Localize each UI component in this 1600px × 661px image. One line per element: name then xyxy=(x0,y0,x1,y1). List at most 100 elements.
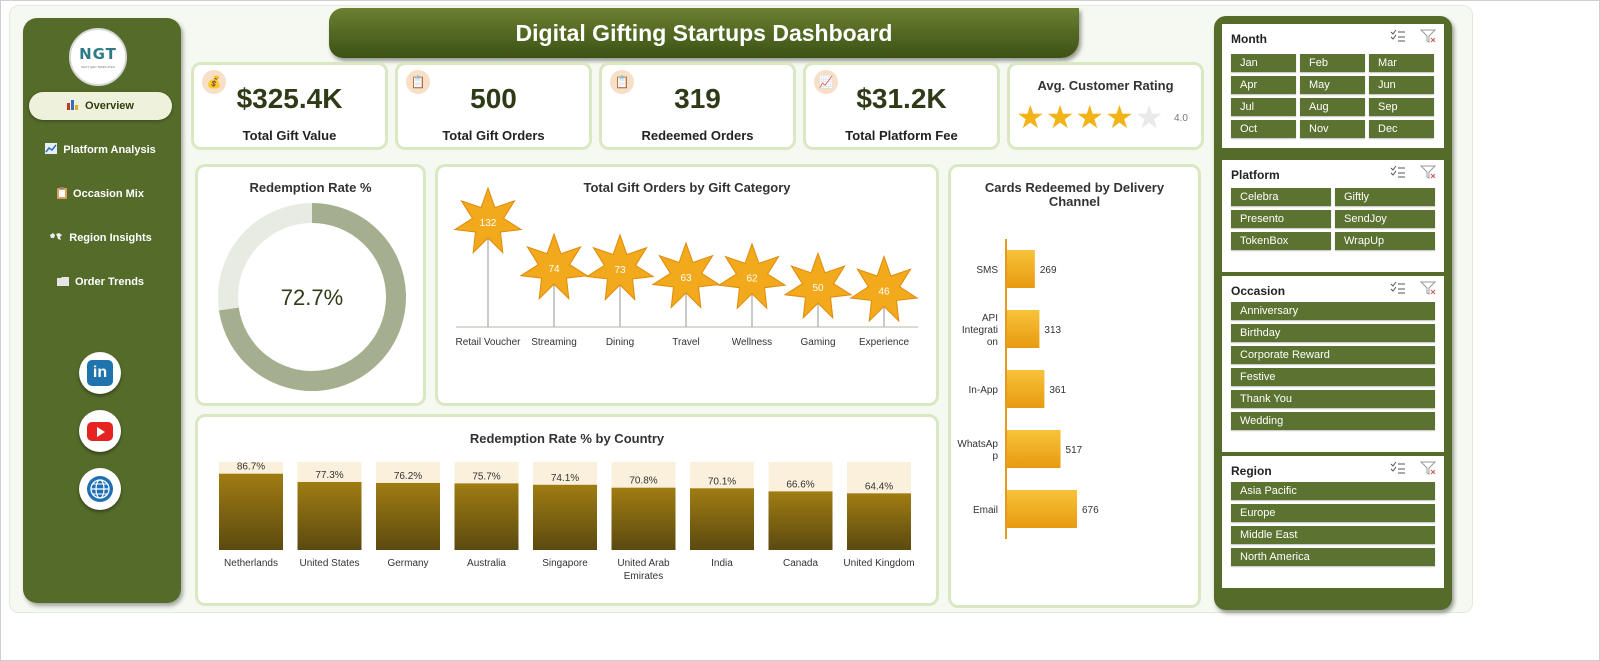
star-marker xyxy=(849,254,919,323)
line-chart-icon xyxy=(45,143,58,157)
month-option-mar[interactable]: Mar xyxy=(1369,54,1434,72)
bar xyxy=(454,483,519,550)
clipboard-icon xyxy=(57,186,68,202)
sidebar-item-label: Region Insights xyxy=(69,232,152,244)
bar xyxy=(1007,490,1077,528)
data-label: 75.7% xyxy=(472,471,500,482)
sidebar-item-overview[interactable]: Overview xyxy=(29,92,172,120)
bar xyxy=(219,473,283,550)
category-label: Wellness xyxy=(732,337,772,348)
kpi-card-redeemed-orders: 📋 319 Redeemed Orders xyxy=(599,62,796,150)
slicer-month: Month Jan Feb Mar Apr May Jun Jul Aug Sep Oct Nov D… xyxy=(1222,24,1444,148)
data-label: 74 xyxy=(548,264,560,275)
data-label: 66.6% xyxy=(786,479,814,490)
donut-slice-redeemed xyxy=(218,203,406,391)
star-lollipop-chart: 132 Retail Voucher 74 Streaming 73 Dining 63 Tr… xyxy=(453,186,919,348)
month-option-feb[interactable]: Feb xyxy=(1300,54,1365,72)
bar xyxy=(768,491,833,550)
month-option-aug[interactable]: Aug xyxy=(1300,98,1365,116)
data-label: 517 xyxy=(1066,445,1083,456)
sidebar-item-order-trends[interactable]: Order Trends xyxy=(29,268,172,296)
linkedin-button[interactable]: in xyxy=(79,352,121,394)
occasion-option-birthday[interactable]: Birthday xyxy=(1231,324,1435,342)
slicer-title: Occasion xyxy=(1231,284,1286,298)
sidebar-item-occasion-mix[interactable]: Occasion Mix xyxy=(29,180,172,208)
clear-filter-icon[interactable] xyxy=(1420,281,1436,295)
occasion-option-corporate-reward[interactable]: Corporate Reward xyxy=(1231,346,1435,364)
sidebar-item-region-insights[interactable]: Region Insights xyxy=(29,224,172,252)
month-option-jul[interactable]: Jul xyxy=(1231,98,1296,116)
clear-filter-icon[interactable] xyxy=(1420,461,1436,475)
kpi-card-total-gift-orders: 📋 500 Total Gift Orders xyxy=(395,62,592,150)
month-option-apr[interactable]: Apr xyxy=(1231,76,1296,94)
month-option-sep[interactable]: Sep xyxy=(1369,98,1434,116)
youtube-button[interactable] xyxy=(79,410,121,452)
data-label: 313 xyxy=(1044,325,1061,336)
occasion-option-thank-you[interactable]: Thank You xyxy=(1231,390,1435,408)
month-option-dec[interactable]: Dec xyxy=(1369,120,1434,138)
data-label: 74.1% xyxy=(551,473,579,484)
region-option-north-america[interactable]: North America xyxy=(1231,548,1435,566)
platform-option-celebra[interactable]: Celebra xyxy=(1231,188,1331,206)
data-label: 63 xyxy=(680,273,692,284)
month-option-jan[interactable]: Jan xyxy=(1231,54,1296,72)
multi-select-icon[interactable] xyxy=(1390,165,1406,179)
platform-option-sendjoy[interactable]: SendJoy xyxy=(1335,210,1435,228)
clear-filter-icon[interactable] xyxy=(1420,165,1436,179)
platform-option-giftly[interactable]: Giftly xyxy=(1335,188,1435,206)
kpi-label: Redeemed Orders xyxy=(641,128,754,143)
category-label: API Integrati on xyxy=(962,313,998,348)
platform-option-tokenbox[interactable]: TokenBox xyxy=(1231,232,1331,250)
rating-label: Avg. Customer Rating xyxy=(1037,78,1174,93)
occasion-option-anniversary[interactable]: Anniversary xyxy=(1231,302,1435,320)
region-option-middle-east[interactable]: Middle East xyxy=(1231,526,1435,544)
youtube-icon xyxy=(87,421,113,441)
platform-option-presento[interactable]: Presento xyxy=(1231,210,1331,228)
sidebar-item-platform-analysis[interactable]: Platform Analysis xyxy=(29,136,172,164)
data-label: 62 xyxy=(746,274,758,285)
slicer-title: Region xyxy=(1231,464,1272,478)
bar xyxy=(1007,370,1045,408)
category-label: United Kingdom xyxy=(843,558,914,569)
star-marker xyxy=(783,251,853,320)
month-option-nov[interactable]: Nov xyxy=(1300,120,1365,138)
region-option-europe[interactable]: Europe xyxy=(1231,504,1435,522)
chart-title: Redemption Rate % by Country xyxy=(469,431,665,446)
multi-select-icon[interactable] xyxy=(1390,461,1406,475)
occasion-option-festive[interactable]: Festive xyxy=(1231,368,1435,386)
category-label: Email xyxy=(973,505,998,516)
category-label: Travel xyxy=(672,337,699,348)
clear-filter-icon[interactable] xyxy=(1420,29,1436,43)
bar xyxy=(533,484,597,550)
star-marker xyxy=(651,241,721,309)
data-label: 46 xyxy=(878,286,890,297)
rating-stars: ★ ★ ★ ★ ★ xyxy=(1016,101,1163,133)
multi-select-icon[interactable] xyxy=(1390,29,1406,43)
month-option-oct[interactable]: Oct xyxy=(1231,120,1296,138)
month-option-jun[interactable]: Jun xyxy=(1369,76,1434,94)
kpi-card-total-platform-fee: 📈 $31.2K Total Platform Fee xyxy=(803,62,1000,150)
category-label: Experience xyxy=(859,337,909,348)
data-label: 132 xyxy=(480,218,497,229)
kpi-label: Total Gift Orders xyxy=(442,128,545,143)
world-map-icon xyxy=(49,232,63,245)
data-label: 361 xyxy=(1049,385,1066,396)
bar xyxy=(847,493,911,550)
globe-icon xyxy=(87,476,113,502)
data-label: 77.3% xyxy=(315,470,343,481)
bar-chart-icon xyxy=(67,99,79,113)
kpi-card-total-gift-value: 💰 $325.4K Total Gift Value xyxy=(191,62,388,150)
panel-cards-redeemed-by-channel: Cards Redeemed by Delivery Channel 269 SM… xyxy=(948,164,1201,608)
star-empty-icon: ★ xyxy=(1134,99,1164,135)
website-button[interactable] xyxy=(79,468,121,510)
data-label: 269 xyxy=(1040,265,1057,276)
occasion-option-wedding[interactable]: Wedding xyxy=(1231,412,1435,430)
region-option-asia-pacific[interactable]: Asia Pacific xyxy=(1231,482,1435,500)
donut-center-label: 72.7% xyxy=(281,285,343,310)
sidebar-item-label: Occasion Mix xyxy=(73,188,144,200)
multi-select-icon[interactable] xyxy=(1390,281,1406,295)
category-label: Gaming xyxy=(800,337,835,348)
platform-option-wrapup[interactable]: WrapUp xyxy=(1335,232,1435,250)
sidebar-item-label: Platform Analysis xyxy=(63,144,156,156)
month-option-may[interactable]: May xyxy=(1300,76,1365,94)
